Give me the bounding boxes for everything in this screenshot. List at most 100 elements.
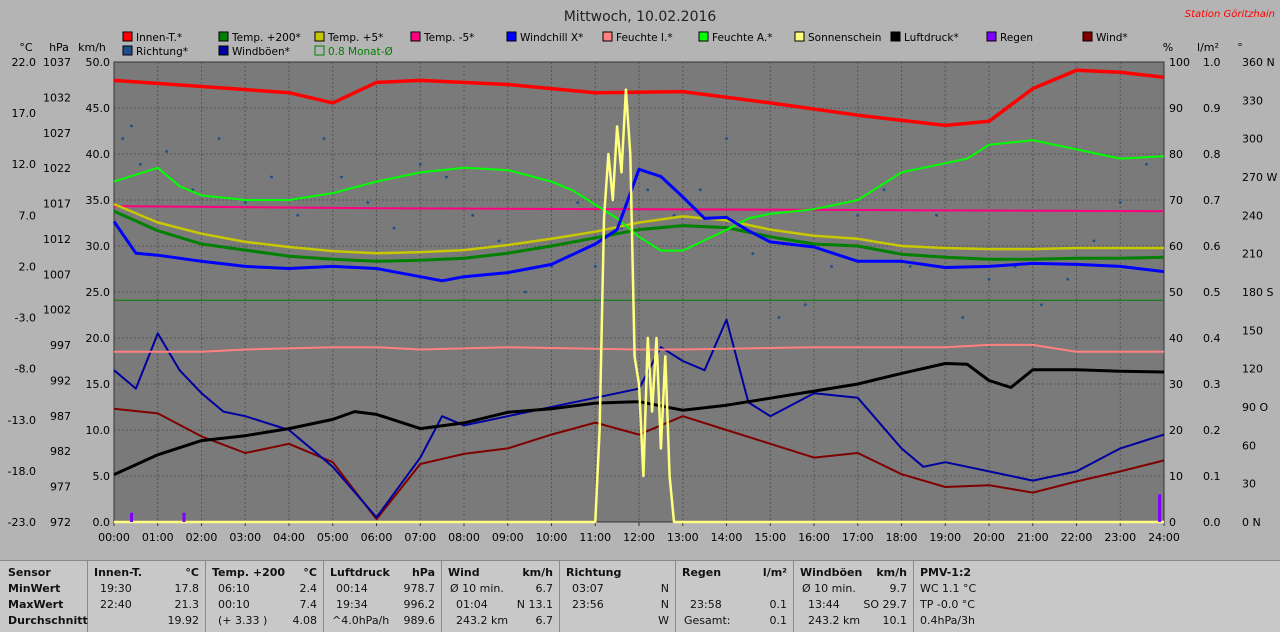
x-tick-label: 12:00 xyxy=(623,531,655,544)
stats-richtung-max-value: N xyxy=(660,598,669,611)
direction-point xyxy=(751,252,755,256)
tick-rain: 0.1 xyxy=(1203,470,1221,483)
legend-label: Innen-T.* xyxy=(136,32,182,44)
legend-swatch xyxy=(506,31,517,42)
x-tick-label: 17:00 xyxy=(842,531,874,544)
stats-richtung-min-value: N xyxy=(660,582,669,595)
stats-row-min-label: MinWert xyxy=(8,582,61,595)
stats-regen-total-value: 0.1 xyxy=(769,614,788,627)
direction-point xyxy=(523,290,527,294)
direction-point xyxy=(646,188,650,192)
tick-kmh: 5.0 xyxy=(93,470,111,483)
x-tick-label: 08:00 xyxy=(448,531,480,544)
chart-title: Mittwoch, 10.02.2016 xyxy=(564,9,717,25)
stats-col-innen: Innen-T. °C 19:30 17.8 22:40 21.3 19.92 xyxy=(88,561,206,632)
station-name: Station Göritzhain xyxy=(1185,9,1275,20)
x-tick-label: 04:00 xyxy=(273,531,305,544)
stats-wind-avg-value: 6.7 xyxy=(535,614,554,627)
x-tick-label: 16:00 xyxy=(798,531,830,544)
series-line xyxy=(113,205,1165,213)
legend-label: Temp. +200* xyxy=(231,32,301,44)
tick-percent: 60 xyxy=(1169,240,1183,253)
direction-point xyxy=(777,316,781,319)
tick-kmh: 40.0 xyxy=(86,148,111,161)
tick-rain: 0.4 xyxy=(1203,332,1221,345)
tick-rain: 0.2 xyxy=(1203,424,1221,437)
tick-hpa: 1002 xyxy=(43,304,71,317)
tick-degree: 150 xyxy=(1242,324,1263,337)
tick-degree: 240 xyxy=(1242,209,1263,222)
tick-hpa: 972 xyxy=(50,516,71,529)
tick-hpa: 1032 xyxy=(43,91,71,104)
tick-celsius: 22.0 xyxy=(12,56,37,69)
stats-table: Sensor MinWert MaxWert Durchschnitt Inne… xyxy=(0,560,1280,632)
unit-percent: % xyxy=(1163,41,1173,54)
x-tick-label: 14:00 xyxy=(711,531,743,544)
legend-label: Feuchte I.* xyxy=(616,32,673,44)
tick-degree: 0 N xyxy=(1242,516,1261,529)
stats-luftdruck-min-time: 00:14 xyxy=(336,582,368,595)
stats-col-temp200: Temp. +200 °C 06:10 2.4 00:10 7.4 (+ 3.33 )… xyxy=(206,561,324,632)
series-line xyxy=(113,407,1165,521)
direction-point xyxy=(830,265,833,268)
stats-innen-min-value: 17.8 xyxy=(174,582,200,595)
tick-kmh: 45.0 xyxy=(86,102,111,115)
legend-swatch xyxy=(602,31,613,42)
tick-celsius: 2.0 xyxy=(19,260,37,273)
x-tick-label: 05:00 xyxy=(317,531,349,544)
tick-percent: 100 xyxy=(1169,56,1190,69)
stats-temp200-max-value: 7.4 xyxy=(299,598,318,611)
tick-kmh: 50.0 xyxy=(86,56,111,69)
chart-svg: Mittwoch, 10.02.2016 Station Göritzhain °C… xyxy=(8,9,1278,544)
stats-temp200-min-value: 2.4 xyxy=(299,582,318,595)
tick-rain: 0.5 xyxy=(1203,286,1221,299)
x-tick-label: 07:00 xyxy=(404,531,436,544)
tick-hpa: 982 xyxy=(50,445,71,458)
direction-point xyxy=(1066,277,1070,281)
legend-swatch xyxy=(122,31,133,42)
stats-innen-unit: °C xyxy=(185,566,199,579)
x-tick-label: 18:00 xyxy=(886,531,918,544)
tick-hpa: 1037 xyxy=(43,56,71,69)
tick-degree: 270 W xyxy=(1242,171,1277,184)
stats-windboeen-r1-label: Ø 10 min. xyxy=(802,582,856,595)
stats-pmv-trend: 0.4hPa/3h xyxy=(920,614,976,627)
direction-point xyxy=(497,239,501,243)
direction-point xyxy=(340,175,343,179)
direction-point xyxy=(418,162,422,166)
stats-wind-max-time: 01:04 xyxy=(456,598,488,611)
tick-hpa: 1012 xyxy=(43,233,71,246)
stats-temp200-max-time: 00:10 xyxy=(218,598,250,611)
direction-point xyxy=(1092,239,1096,243)
tick-percent: 30 xyxy=(1169,378,1183,391)
tick-celsius: -13.0 xyxy=(8,414,36,427)
stats-luftdruck-max-value: 996.2 xyxy=(403,598,436,611)
tick-celsius: -8.0 xyxy=(15,363,36,376)
tick-hpa: 1017 xyxy=(43,198,71,211)
stats-wind-title: Wind xyxy=(448,566,480,579)
direction-point xyxy=(908,265,912,268)
direction-point xyxy=(121,137,125,141)
stats-pmv-tp: TP -0.0 °C xyxy=(920,598,975,611)
direction-point xyxy=(217,137,221,141)
direction-point xyxy=(138,162,142,166)
tick-rain: 0.3 xyxy=(1203,378,1221,391)
direction-point xyxy=(935,213,938,217)
x-tick-label: 02:00 xyxy=(186,531,218,544)
tick-kmh: 20.0 xyxy=(86,332,111,345)
stats-windboeen-title: Windböen xyxy=(800,566,863,579)
tick-degree: 360 N xyxy=(1242,56,1275,69)
tick-degree: 210 xyxy=(1242,248,1263,261)
stats-wind-distance: 243.2 km xyxy=(456,614,509,627)
x-tick-label: 20:00 xyxy=(973,531,1005,544)
stats-temp200-avg-value: 4.08 xyxy=(292,614,318,627)
legend-label: 0.8 Monat-Ø xyxy=(328,46,393,58)
stats-regen-max-time: 23:58 xyxy=(690,598,722,611)
stats-col-pmv: PMV-1:2 WC 1.1 °C TP -0.0 °C 0.4hPa/3h xyxy=(914,561,1280,632)
stats-innen-min-time: 19:30 xyxy=(100,582,132,595)
stats-luftdruck-max-time: 19:34 xyxy=(336,598,368,611)
series-line xyxy=(113,362,1165,476)
tick-percent: 10 xyxy=(1169,470,1183,483)
stats-regen-title: Regen xyxy=(682,566,722,579)
tick-celsius: 7.0 xyxy=(19,209,37,222)
